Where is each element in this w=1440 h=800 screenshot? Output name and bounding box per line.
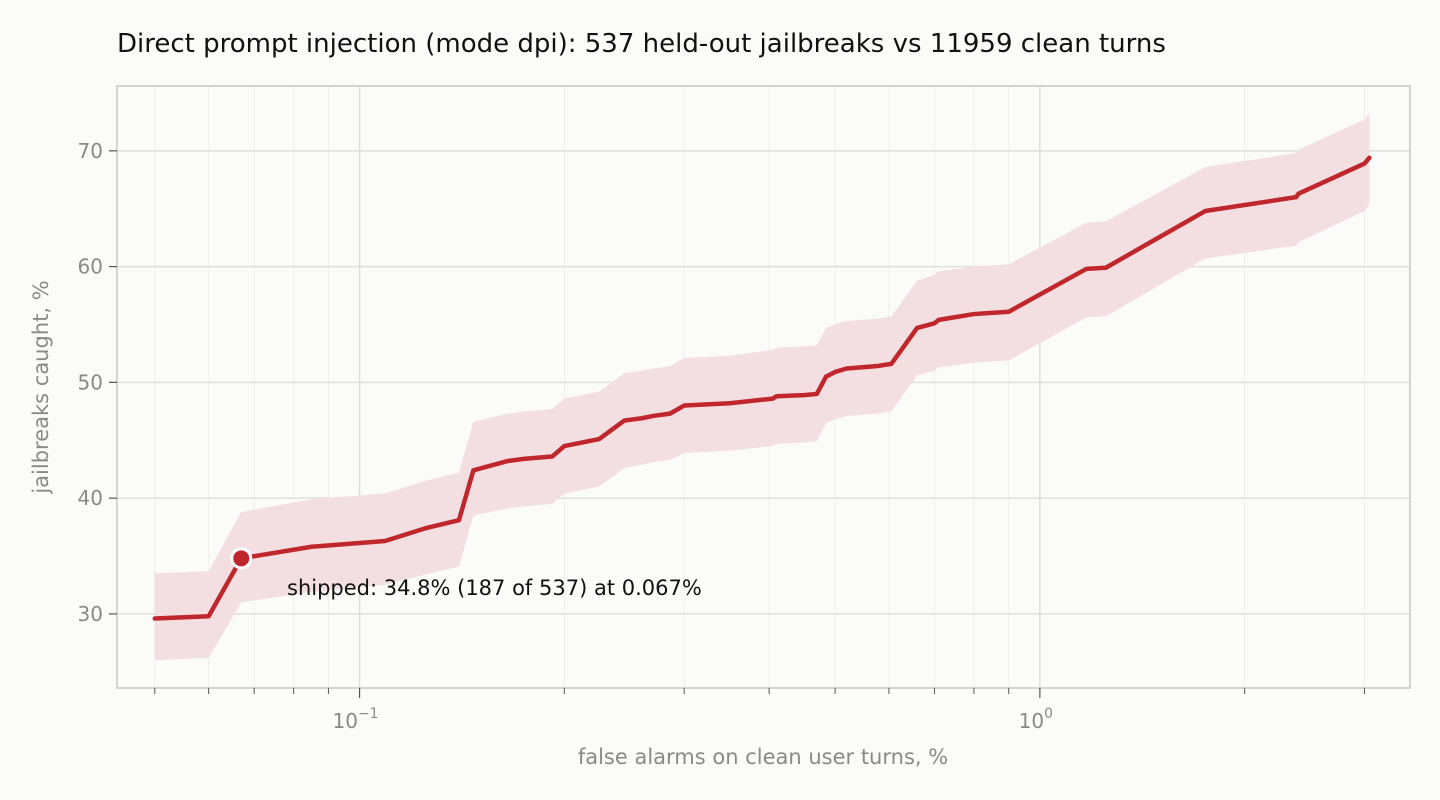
confidence-band-area <box>154 112 1370 661</box>
axis-ticks: 10−1 100 30 40 50 60 70 <box>78 139 1365 733</box>
y-axis-label: jailbreaks caught, % <box>29 280 53 494</box>
x-tick-label: 10−1 <box>333 706 379 733</box>
x-axis-label: false alarms on clean user turns, % <box>578 745 948 769</box>
y-tick-label: 40 <box>78 486 103 510</box>
shipped-point <box>230 547 253 570</box>
x-tick-label: 100 <box>1019 706 1053 733</box>
series-line <box>152 155 1372 621</box>
shipped-annotation: shipped: 34.8% (187 of 537) at 0.067% <box>287 576 702 600</box>
detection-curve <box>152 155 1372 621</box>
confidence-band <box>154 112 1370 661</box>
y-tick-label: 30 <box>78 602 103 626</box>
y-tick-label: 50 <box>78 370 103 394</box>
shipped-marker <box>230 547 253 570</box>
plot-frame <box>116 85 1411 689</box>
y-tick-label: 70 <box>78 139 103 163</box>
y-tick-label: 60 <box>78 255 103 279</box>
chart-title: Direct prompt injection (mode dpi): 537 … <box>117 29 1166 59</box>
